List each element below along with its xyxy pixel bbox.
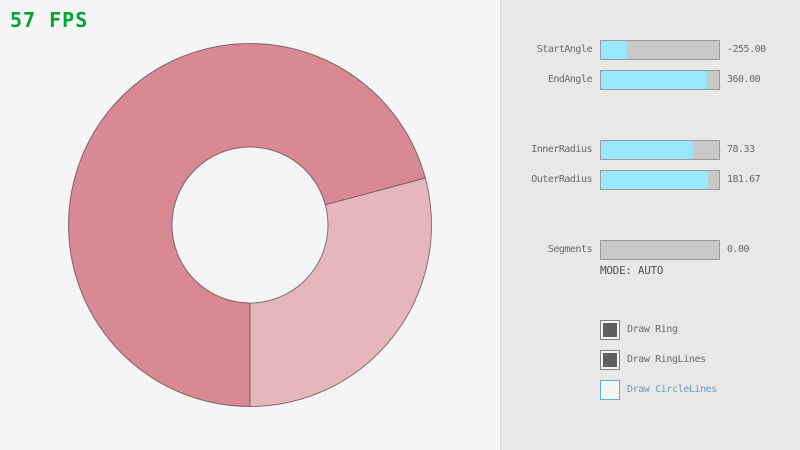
slider-row-segments: Segments 0.00: [0, 240, 800, 260]
slider-row-start-angle: StartAngle -255.00: [0, 40, 800, 60]
draw-ringlines-checkbox[interactable]: [600, 350, 620, 370]
end-angle-slider[interactable]: [600, 70, 720, 90]
slider-row-end-angle: EndAngle 360.00: [0, 70, 800, 90]
draw-ringlines-checkmark: [603, 353, 617, 367]
outer-radius-value: 181.67: [727, 174, 761, 185]
end-angle-value: 360.00: [727, 74, 761, 85]
draw-ring-checkbox[interactable]: [600, 320, 620, 340]
outer-radius-label: OuterRadius: [531, 174, 592, 185]
start-angle-label: StartAngle: [536, 44, 593, 55]
start-angle-slider[interactable]: [600, 40, 720, 60]
segments-value: 0.00: [727, 244, 750, 255]
ring-canvas: [68, 43, 432, 407]
draw-ringlines-label: Draw RingLines: [627, 354, 706, 365]
slider-row-inner-radius: InnerRadius 78.33: [0, 140, 800, 160]
checkbox-row-draw-ringlines: Draw RingLines: [600, 350, 800, 370]
ring-inner-outline: [171, 146, 329, 304]
ring-outer-outline: [68, 43, 432, 407]
inner-radius-label: InnerRadius: [531, 144, 592, 155]
inner-radius-slider[interactable]: [600, 140, 720, 160]
draw-circlelines-checkbox[interactable]: [600, 380, 620, 400]
ring-sector-light: [250, 178, 432, 407]
draw-ring-checkmark: [603, 323, 617, 337]
start-angle-value: -255.00: [727, 44, 766, 55]
outer-radius-slider[interactable]: [600, 170, 720, 190]
outer-radius-slider-fill: [601, 171, 709, 189]
fps-counter: 57 FPS: [10, 8, 89, 32]
slider-row-outer-radius: OuterRadius 181.67: [0, 170, 800, 190]
inner-radius-slider-fill: [601, 141, 694, 159]
checkbox-row-draw-circlelines: Draw CircleLines: [600, 380, 800, 400]
end-angle-label: EndAngle: [547, 74, 593, 85]
checkbox-row-draw-ring: Draw Ring: [600, 320, 800, 340]
inner-radius-value: 78.33: [727, 144, 755, 155]
segments-mode-text: MODE: AUTO: [600, 264, 664, 277]
segments-label: Segments: [547, 244, 593, 255]
end-angle-slider-fill: [601, 71, 708, 89]
draw-circlelines-label: Draw CircleLines: [627, 384, 717, 395]
draw-ring-label: Draw Ring: [627, 324, 678, 335]
ring-radial-line-upper-right: [325, 177, 426, 206]
ring-hole: [172, 147, 328, 303]
segments-slider[interactable]: [600, 240, 720, 260]
start-angle-slider-fill: [601, 41, 627, 59]
